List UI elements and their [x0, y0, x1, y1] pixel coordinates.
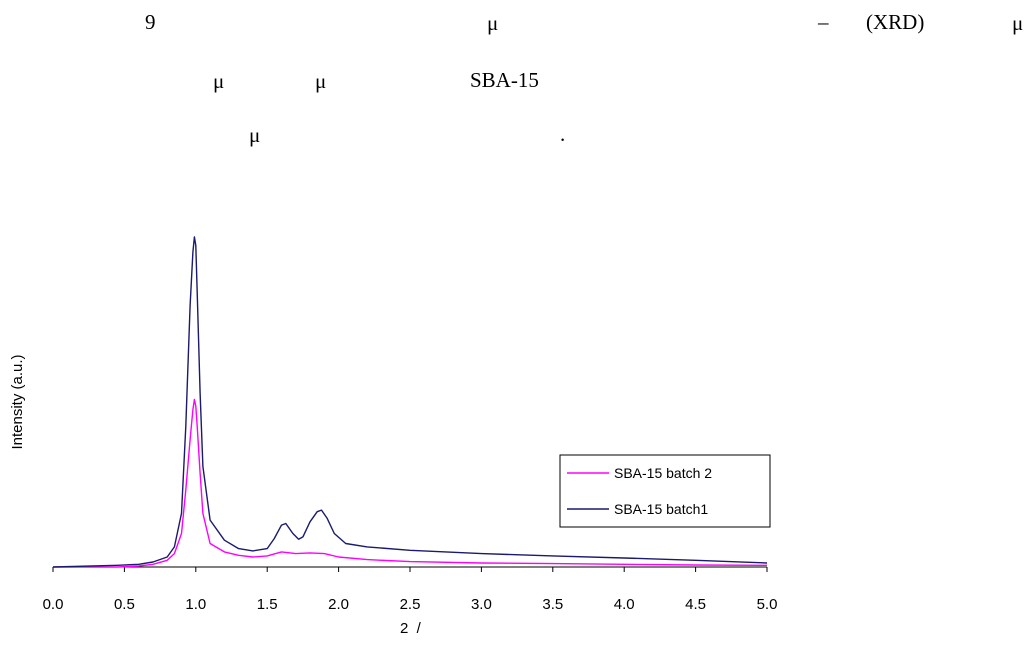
x-tick-labels: 0.0 0.5 1.0 1.5 2.0 2.5 3.0 3.5 4.0 4.5 5.0 — [43, 596, 778, 613]
legend-label: SBA-15 batch 2 — [614, 465, 712, 481]
text-token: – — [818, 10, 829, 34]
text-token: μ — [315, 69, 327, 93]
text-token: μ — [487, 11, 499, 35]
text-token: . — [560, 122, 566, 146]
chart-axes — [52, 566, 768, 572]
x-tick-label: 3.5 — [542, 596, 563, 613]
text-token: μ — [1012, 11, 1024, 35]
x-tick-label: 0.5 — [114, 596, 135, 613]
x-axis-label: 2 / — [400, 620, 422, 637]
chart-legend: SBA-15 batch 2 SBA-15 batch1 — [559, 454, 771, 528]
text-token: 9 — [145, 10, 156, 34]
text-token: (XRD) — [866, 10, 925, 34]
text-token: μ — [213, 69, 225, 93]
legend-box — [559, 454, 771, 528]
chart-lines — [52, 236, 768, 568]
legend-label: SBA-15 batch1 — [614, 501, 708, 517]
x-tick-label: 1.0 — [185, 596, 206, 613]
text-token: SBA-15 — [470, 68, 539, 92]
x-tick-label: 0.0 — [43, 596, 64, 613]
x-tick-label: 1.5 — [257, 596, 278, 613]
series-line-1 — [53, 398, 768, 568]
x-tick-label: 4.5 — [685, 596, 706, 613]
x-tick-label: 3.0 — [471, 596, 492, 613]
x-tick-label: 2.5 — [400, 596, 421, 613]
text-token: μ — [249, 123, 261, 147]
x-tick-label: 4.0 — [614, 596, 635, 613]
x-tick-label: 5.0 — [757, 596, 778, 613]
series-line-2 — [52, 236, 768, 568]
y-axis-label: Intensity (a.u.) — [9, 354, 26, 449]
x-tick-label: 2.0 — [328, 596, 349, 613]
